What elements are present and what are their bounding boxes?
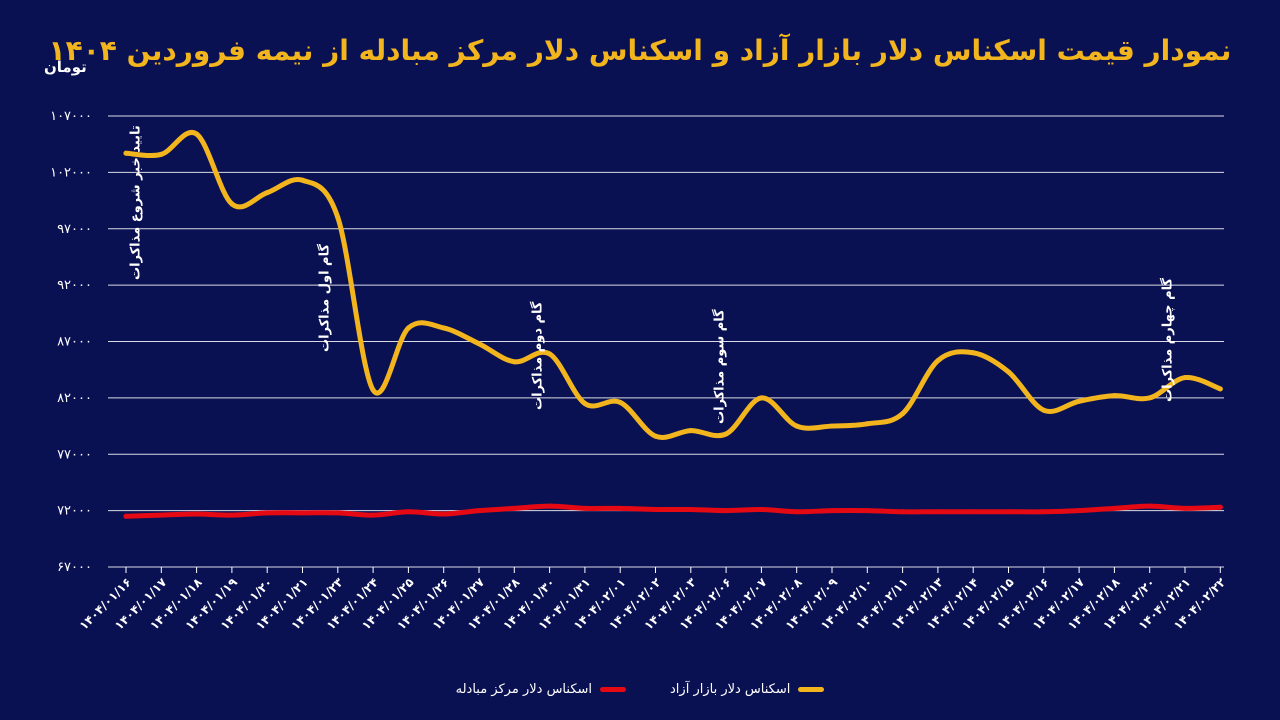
data-point — [370, 387, 376, 393]
data-point — [617, 399, 623, 405]
y-tick-label: ۷۲۰۰۰ — [57, 504, 92, 519]
data-point — [229, 201, 235, 207]
data-point — [405, 325, 411, 331]
data-point — [758, 395, 764, 401]
y-tick-label: ۹۲۰۰۰ — [57, 278, 92, 293]
data-point — [723, 431, 729, 437]
data-point — [158, 512, 164, 518]
annotation-label: گام دوم مذاکرات — [530, 301, 546, 410]
data-point — [617, 505, 623, 511]
legend-label-exchange-center: اسکناس دلار مرکز مبادله — [455, 682, 593, 697]
data-point — [900, 411, 906, 417]
data-point — [123, 150, 129, 156]
data-point — [335, 510, 341, 516]
data-point — [1182, 505, 1188, 511]
data-point — [335, 214, 341, 220]
data-point — [229, 512, 235, 518]
data-point — [1006, 369, 1011, 375]
data-point — [158, 151, 164, 157]
data-point — [688, 428, 694, 434]
data-point — [405, 509, 411, 515]
data-point — [1217, 386, 1223, 392]
legend-item-exchange-center: اسکناس دلار مرکز مبادله — [455, 682, 627, 697]
annotation-label: تایید خبر شروع مذاکرات — [129, 125, 144, 280]
data-point — [864, 508, 870, 514]
data-point — [511, 505, 517, 511]
annotation-label: گام اول مذاکرات — [317, 244, 333, 352]
data-point — [864, 421, 870, 427]
legend-swatch-exchange-center — [600, 687, 627, 692]
data-point — [1006, 509, 1011, 515]
data-point — [723, 508, 729, 514]
y-tick-label: ۷۷۰۰۰ — [57, 447, 92, 462]
y-axis-unit-label: تومان — [44, 58, 87, 76]
data-point — [476, 508, 482, 514]
data-point — [1076, 398, 1082, 404]
data-point — [441, 325, 447, 331]
y-tick-label: ۸۲۰۰۰ — [57, 391, 92, 406]
data-point — [1182, 375, 1188, 381]
legend-item-free-market: اسکناس دلار بازار آزاد — [670, 682, 825, 697]
data-point — [794, 423, 800, 429]
data-point — [970, 509, 976, 515]
data-point — [900, 509, 906, 515]
data-point — [1041, 407, 1047, 413]
data-point — [829, 423, 835, 429]
y-tick-label: ۹۷۰۰۰ — [57, 222, 92, 237]
data-point — [935, 509, 941, 515]
y-tick-label: ۸۷۰۰۰ — [57, 335, 92, 350]
data-point — [264, 510, 270, 516]
data-point — [194, 131, 200, 137]
legend-label-free-market: اسکناس دلار بازار آزاد — [670, 682, 791, 697]
data-point — [653, 506, 658, 512]
data-point — [300, 510, 305, 516]
y-tick-label: ۱۰۲۰۰۰ — [50, 165, 92, 180]
data-point — [547, 503, 553, 509]
data-point — [829, 508, 835, 514]
y-tick-label: ۶۷۰۰۰ — [57, 560, 92, 575]
data-point — [653, 433, 658, 439]
data-point — [370, 512, 376, 518]
data-point — [582, 505, 588, 511]
data-point — [970, 350, 976, 356]
data-point — [300, 177, 305, 183]
data-point — [688, 506, 694, 512]
legend-swatch-free-market — [798, 687, 825, 692]
data-point — [1111, 393, 1117, 399]
data-point — [511, 359, 517, 365]
data-point — [1217, 504, 1223, 510]
data-point — [794, 509, 800, 515]
data-point — [264, 190, 270, 196]
data-point — [194, 511, 200, 517]
data-point — [758, 506, 764, 512]
data-point — [1111, 505, 1117, 511]
series-line-exchange-center — [123, 503, 1223, 519]
data-point — [547, 351, 553, 357]
chart-legend: اسکناس دلار بازار آزاد اسکناس دلار مرکز … — [0, 682, 1280, 697]
data-point — [1076, 508, 1082, 514]
data-point — [441, 511, 447, 517]
data-point — [935, 358, 941, 364]
data-point — [1147, 395, 1153, 401]
data-point — [476, 341, 482, 347]
data-point — [1041, 509, 1047, 515]
data-point — [582, 401, 588, 407]
chart-title: نمودار قیمت اسکناس دلار بازار آزاد و اسک… — [48, 34, 1232, 67]
y-tick-label: ۱۰۷۰۰۰ — [50, 109, 92, 124]
annotation-label: گام سوم مذاکرات — [712, 309, 728, 424]
data-point — [1147, 503, 1153, 509]
data-point — [123, 513, 129, 519]
annotation-label: گام چهارم مذاکرات — [1160, 278, 1176, 402]
